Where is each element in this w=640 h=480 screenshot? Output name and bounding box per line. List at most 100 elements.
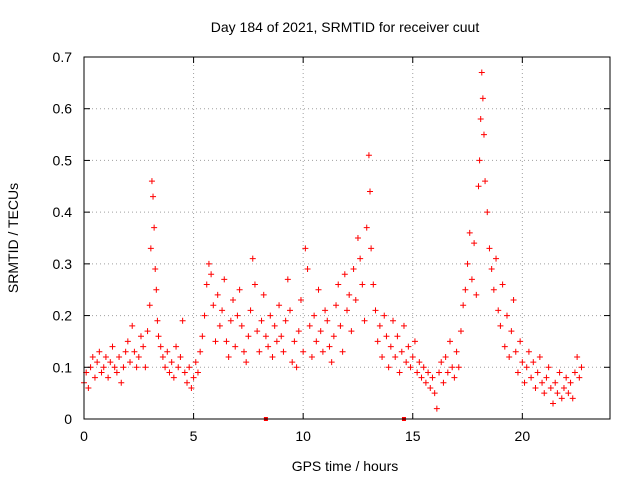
data-point [379, 353, 386, 360]
data-point [567, 379, 574, 386]
data-point [278, 333, 285, 340]
data-point [444, 369, 451, 376]
data-point [240, 348, 247, 355]
data-point [453, 348, 460, 355]
data-point [383, 333, 390, 340]
data-point [438, 359, 445, 366]
data-point [488, 266, 495, 273]
data-point [541, 390, 548, 397]
data-point [539, 379, 546, 386]
data-point [387, 343, 394, 350]
data-point [214, 291, 221, 298]
y-tick-label: 0.3 [53, 256, 73, 272]
data-point [260, 291, 267, 298]
data-point [563, 374, 570, 381]
data-point [116, 353, 123, 360]
data-point [151, 224, 158, 231]
data-point [162, 364, 169, 371]
data-point [495, 307, 502, 314]
data-point [210, 302, 217, 309]
data-point [532, 384, 539, 391]
data-point [525, 348, 532, 355]
data-point [201, 312, 208, 319]
data-point [560, 384, 567, 391]
data-point [300, 348, 307, 355]
x-tick-label: 20 [515, 428, 531, 444]
data-point [545, 364, 552, 371]
data-point [273, 338, 280, 345]
data-point [501, 343, 508, 350]
data-point [497, 322, 504, 329]
x-tick-label: 15 [405, 428, 421, 444]
data-point [258, 317, 265, 324]
y-tick-label: 0.2 [53, 308, 73, 324]
data-point [550, 400, 557, 407]
data-point [333, 302, 340, 309]
data-point [102, 353, 109, 360]
data-point [168, 359, 175, 366]
chart-title: Day 184 of 2021, SRMTID for receiver cuu… [211, 19, 480, 35]
data-point [372, 307, 379, 314]
data-point [543, 374, 550, 381]
data-point [427, 384, 434, 391]
data-point [146, 302, 153, 309]
data-point [442, 353, 449, 360]
data-point [409, 353, 416, 360]
data-point [341, 271, 348, 278]
data-point [449, 364, 456, 371]
data-point [184, 379, 191, 386]
data-point [236, 286, 243, 293]
data-point [468, 276, 475, 283]
data-point [302, 245, 309, 252]
x-axis-label: GPS time / hours [292, 458, 399, 474]
data-point [208, 271, 215, 278]
data-point [565, 390, 572, 397]
data-point [267, 312, 274, 319]
data-point [91, 374, 98, 381]
data-point [414, 369, 421, 376]
data-point [98, 369, 105, 376]
data-point [227, 317, 234, 324]
data-point [403, 359, 410, 366]
data-point [398, 348, 405, 355]
data-point [554, 390, 561, 397]
data-point [135, 353, 142, 360]
data-point [394, 333, 401, 340]
data-point [390, 317, 397, 324]
data-point [245, 333, 252, 340]
data-point [457, 328, 464, 335]
data-point [194, 369, 201, 376]
data-point [205, 260, 212, 267]
data-point [203, 281, 210, 288]
data-point [155, 333, 162, 340]
data-point [313, 338, 320, 345]
data-point [433, 405, 440, 412]
data-point [440, 379, 447, 386]
data-point [405, 343, 412, 350]
data-point [199, 333, 206, 340]
data-point [315, 286, 322, 293]
data-point [177, 353, 184, 360]
data-point [282, 317, 289, 324]
data-point [107, 359, 114, 366]
data-point [477, 116, 484, 123]
data-point [159, 353, 166, 360]
y-tick-label: 0.4 [53, 204, 73, 220]
data-point [339, 348, 346, 355]
data-point [361, 317, 368, 324]
data-point [150, 193, 157, 200]
data-point [289, 359, 296, 366]
data-point [455, 364, 462, 371]
data-point [348, 328, 355, 335]
data-point [225, 353, 232, 360]
data-point [140, 343, 147, 350]
data-point [352, 297, 359, 304]
data-point [175, 364, 182, 371]
data-point [521, 379, 528, 386]
data-point [291, 338, 298, 345]
data-point [536, 353, 543, 360]
data-point [484, 209, 491, 216]
data-point [499, 281, 506, 288]
data-point [85, 384, 92, 391]
data-point [157, 343, 164, 350]
